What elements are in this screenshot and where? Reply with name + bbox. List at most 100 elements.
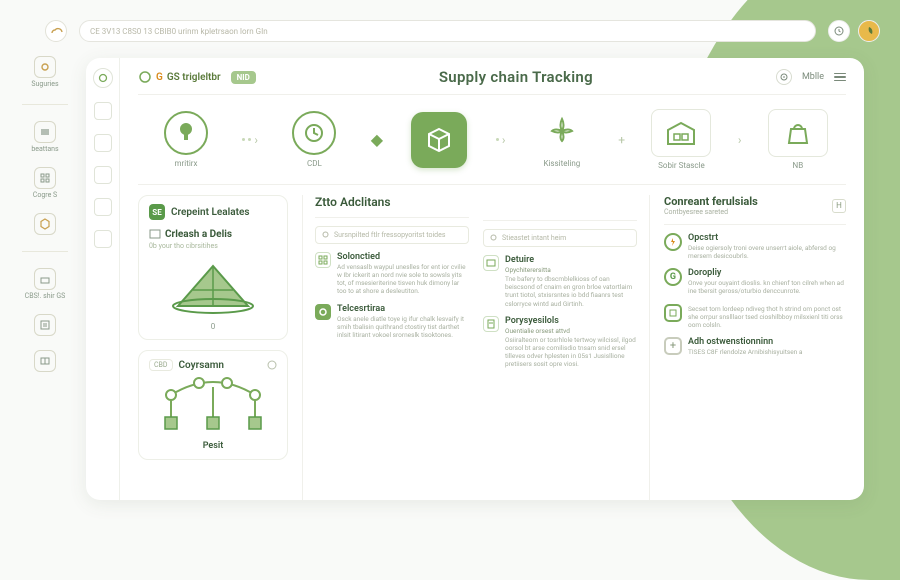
rail-item-cbs[interactable]: CBS!. shir GS — [17, 268, 73, 300]
grid-icon — [315, 252, 331, 268]
right-list-item[interactable]: G DoropliyOnve your ouyaint dioslis. kn … — [664, 268, 846, 295]
list-item[interactable]: Telcesrtiraa Osck anele diatle toye ig i… — [315, 304, 469, 339]
panel-crepeint: SE Crepeint Lealates Crleash a Delis 0b … — [138, 195, 288, 340]
mid-subcol-b: Stieastet intant heim Detuire Opychitere… — [483, 195, 637, 500]
rail-item-calc[interactable] — [17, 314, 73, 336]
item-desc: TISES C8F rlendolze Arnibishisyuitsen a — [688, 348, 802, 356]
item-desc: Osiiralteom or tosrhlole tertwoy wilciss… — [505, 336, 637, 369]
chain-node-cdl[interactable]: CDL — [272, 111, 356, 168]
item-sub: Opychiterersitta — [505, 266, 637, 274]
panel-footer: 0 — [149, 322, 277, 331]
rail-separator — [22, 251, 68, 252]
chain-label: CDL — [307, 159, 322, 168]
item-desc: Osck anele diatle toye ig ifur chalk les… — [337, 315, 469, 339]
chain-label: Sobir Stascle — [658, 161, 705, 170]
user-avatar[interactable] — [858, 20, 880, 42]
chain-node-kissiteling[interactable]: Kissiteling — [520, 111, 604, 168]
panel-badge: SE — [149, 204, 165, 220]
inner-nav-item[interactable] — [94, 102, 112, 120]
chain-node-center[interactable] — [397, 112, 481, 168]
top-bar: CE 3V13 C8S0 13 CBIB0 urinm kpletrsaon l… — [45, 18, 880, 44]
bag-icon — [783, 119, 813, 147]
filter-input[interactable]: Sursnpilted ftlr fressopyoritst toides — [315, 226, 469, 244]
brand-prefix: G — [156, 72, 163, 83]
list-item[interactable]: Detuire Opychiterersitta Tne bafery to d… — [483, 255, 637, 308]
rail-separator — [22, 104, 68, 105]
chain-row: mritirx › CDL ◆ › Kissiteling — [138, 95, 846, 185]
filter-placeholder: Stieastet intant heim — [502, 234, 566, 242]
top-right-actions — [828, 20, 880, 42]
inner-nav-item[interactable] — [94, 134, 112, 152]
panel-coyrsamn: CBD Coyrsamn — [138, 350, 288, 460]
left-column: SE Crepeint Lealates Crleash a Delis 0b … — [138, 195, 288, 500]
content-columns: SE Crepeint Lealates Crleash a Delis 0b … — [138, 185, 846, 500]
search-icon — [490, 234, 498, 242]
header-right: Mblle — [776, 69, 846, 85]
stack-icon — [34, 121, 56, 143]
inner-nav-home[interactable] — [93, 68, 113, 88]
hex-icon — [34, 213, 56, 235]
cannabis-leaf-icon — [542, 113, 582, 153]
left-rail: Suguries beattans Cogre S CBS!. shir GS — [14, 56, 76, 500]
filter-placeholder: Sursnpilted ftlr fressopyoritst toides — [334, 231, 445, 239]
note-icon — [664, 304, 682, 322]
item-title: Porysyesilols — [505, 316, 637, 326]
chain-arrow: › — [738, 133, 742, 147]
item-desc: Tne bafery to dbscmblelkioss of oan beis… — [505, 275, 637, 308]
network-diagram — [149, 371, 277, 441]
panel-title: Coyrsamn — [179, 360, 224, 371]
rail-item-suguries[interactable]: Suguries — [17, 56, 73, 88]
chain-arrow: ◆ — [371, 130, 383, 149]
chain-label: Kissiteling — [543, 159, 580, 168]
right-action-button[interactable]: H — [832, 199, 846, 213]
rail-label: Cogre S — [33, 191, 57, 199]
item-desc: Onve your ouyaint dioslis. kn chienf ton… — [688, 279, 846, 295]
item-sub: Ouentialie orsest attvd — [505, 327, 637, 335]
inner-nav-item[interactable] — [94, 166, 112, 184]
bolt-icon — [664, 233, 682, 251]
inner-nav-item[interactable] — [94, 230, 112, 248]
chain-node-circle — [540, 111, 584, 155]
item-desc: Secset tom lordeep ndiveg thot h strind … — [688, 305, 846, 329]
leaf-icon — [863, 25, 875, 37]
app-logo[interactable] — [45, 20, 67, 42]
card-icon — [483, 255, 499, 271]
book-icon — [34, 350, 56, 372]
item-desc: Deise ogiersoly troni overe unserrt aiol… — [688, 244, 846, 260]
clock-icon — [301, 120, 327, 146]
info-icon[interactable] — [267, 360, 277, 370]
search-input[interactable]: CE 3V13 C8S0 13 CBIB0 urinm kpletrsaon l… — [79, 20, 816, 42]
divider — [664, 224, 846, 225]
chain-node-mritirx[interactable]: mritirx — [144, 111, 228, 168]
rail-label: beattans — [31, 145, 58, 153]
clock-sync-icon — [833, 25, 845, 37]
list-item[interactable]: Porysyesilols Ouentialie orsest attvd Os… — [483, 316, 637, 369]
doc-icon — [483, 316, 499, 332]
list-item[interactable]: Solonctied Ad vensaslb waypul uneslles f… — [315, 252, 469, 296]
mountain-diagram — [149, 250, 277, 322]
rail-item-cogres[interactable]: Cogre S — [17, 167, 73, 199]
chain-node-nb[interactable]: NB — [756, 109, 840, 170]
right-list-item[interactable]: Secset tom lordeep ndiveg thot h strind … — [664, 304, 846, 329]
main-card: GGS trigleltbr NID Supply chain Tracking… — [86, 58, 864, 500]
right-list-item[interactable]: OpcstrtDeise ogiersoly troni overe unser… — [664, 233, 846, 260]
chain-node-warehouse[interactable]: Sobir Stascle — [639, 109, 723, 170]
tree-icon — [173, 120, 199, 146]
info-icon[interactable] — [776, 69, 792, 85]
brand[interactable]: GGS trigleltbr — [138, 70, 221, 84]
chain-hex — [411, 112, 467, 168]
menu-button[interactable] — [834, 73, 846, 82]
rail-item-shape[interactable] — [17, 213, 73, 235]
right-title: Conreant ferulsials — [664, 195, 758, 208]
rail-item-beattans[interactable]: beattans — [17, 121, 73, 153]
filter-input[interactable]: Stieastet intant heim — [483, 229, 637, 247]
brand-icon — [138, 70, 152, 84]
right-list-item[interactable]: + Adh ostwenstionninnTISES C8F rlendolze… — [664, 337, 846, 356]
inner-nav-item[interactable] — [94, 198, 112, 216]
header-right-label: Mblle — [802, 72, 824, 82]
rail-item-book[interactable] — [17, 350, 73, 372]
search-icon — [322, 231, 330, 239]
middle-column: Ztto Adclitans Sursnpilted ftlr fressopy… — [302, 195, 650, 500]
item-title: Detuire — [505, 255, 637, 265]
sync-icon[interactable] — [828, 20, 850, 42]
